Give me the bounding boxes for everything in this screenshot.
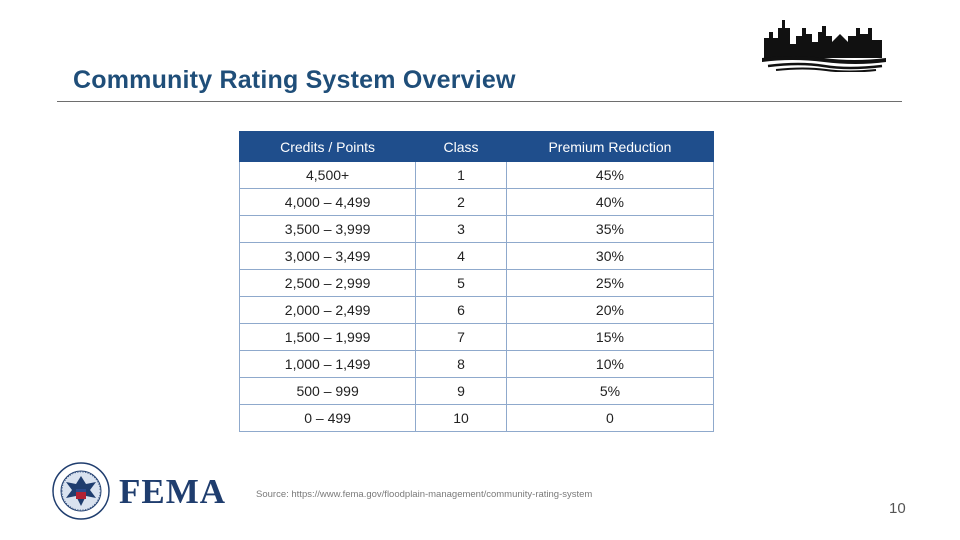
cell-premium-reduction: 20%	[505, 296, 715, 324]
page-number: 10	[889, 500, 906, 517]
table-row: 3,000 – 3,499 4 30%	[238, 242, 715, 270]
cell-credits: 500 – 999	[238, 377, 417, 405]
cell-premium-reduction: 5%	[505, 377, 715, 405]
table-row: 4,000 – 4,499 2 40%	[238, 188, 715, 216]
table-header-row: Credits / Points Class Premium Reduction	[238, 131, 715, 162]
column-header-premium-reduction: Premium Reduction	[505, 131, 715, 162]
cell-credits: 3,000 – 3,499	[238, 242, 417, 270]
cell-premium-reduction: 30%	[505, 242, 715, 270]
cell-class: 9	[415, 377, 507, 405]
cell-credits: 4,500+	[238, 161, 417, 189]
cell-premium-reduction: 0	[505, 404, 715, 432]
cell-premium-reduction: 10%	[505, 350, 715, 378]
table-row: 1,000 – 1,499 8 10%	[238, 350, 715, 378]
table-row: 2,000 – 2,499 6 20%	[238, 296, 715, 324]
cell-credits: 1,000 – 1,499	[238, 350, 417, 378]
cell-credits: 2,000 – 2,499	[238, 296, 417, 324]
cell-class: 7	[415, 323, 507, 351]
dhs-seal-icon	[52, 462, 110, 520]
table-row: 0 – 499 10 0	[238, 404, 715, 432]
cell-class: 8	[415, 350, 507, 378]
cell-class: 2	[415, 188, 507, 216]
table-row: 2,500 – 2,999 5 25%	[238, 269, 715, 297]
cell-premium-reduction: 40%	[505, 188, 715, 216]
table-row: 1,500 – 1,999 7 15%	[238, 323, 715, 351]
cell-class: 5	[415, 269, 507, 297]
table-row: 500 – 999 9 5%	[238, 377, 715, 405]
cell-class: 4	[415, 242, 507, 270]
cell-credits: 0 – 499	[238, 404, 417, 432]
cell-class: 3	[415, 215, 507, 243]
city-skyline-icon	[762, 20, 886, 72]
cell-class: 10	[415, 404, 507, 432]
crs-class-table: Credits / Points Class Premium Reduction…	[238, 131, 715, 432]
fema-logo-text: FEMA	[119, 472, 227, 511]
source-citation: Source: https://www.fema.gov/floodplain-…	[256, 489, 593, 500]
cell-class: 1	[415, 161, 507, 189]
cell-premium-reduction: 45%	[505, 161, 715, 189]
column-header-class: Class	[415, 131, 507, 162]
title-divider	[57, 101, 902, 102]
table-row: 3,500 – 3,999 3 35%	[238, 215, 715, 243]
cell-premium-reduction: 35%	[505, 215, 715, 243]
column-header-credits: Credits / Points	[238, 131, 417, 162]
cell-credits: 2,500 – 2,999	[238, 269, 417, 297]
cell-credits: 3,500 – 3,999	[238, 215, 417, 243]
cell-premium-reduction: 15%	[505, 323, 715, 351]
cell-credits: 4,000 – 4,499	[238, 188, 417, 216]
slide-title: Community Rating System Overview	[73, 66, 516, 94]
table-row: 4,500+ 1 45%	[238, 161, 715, 189]
cell-class: 6	[415, 296, 507, 324]
cell-premium-reduction: 25%	[505, 269, 715, 297]
cell-credits: 1,500 – 1,999	[238, 323, 417, 351]
